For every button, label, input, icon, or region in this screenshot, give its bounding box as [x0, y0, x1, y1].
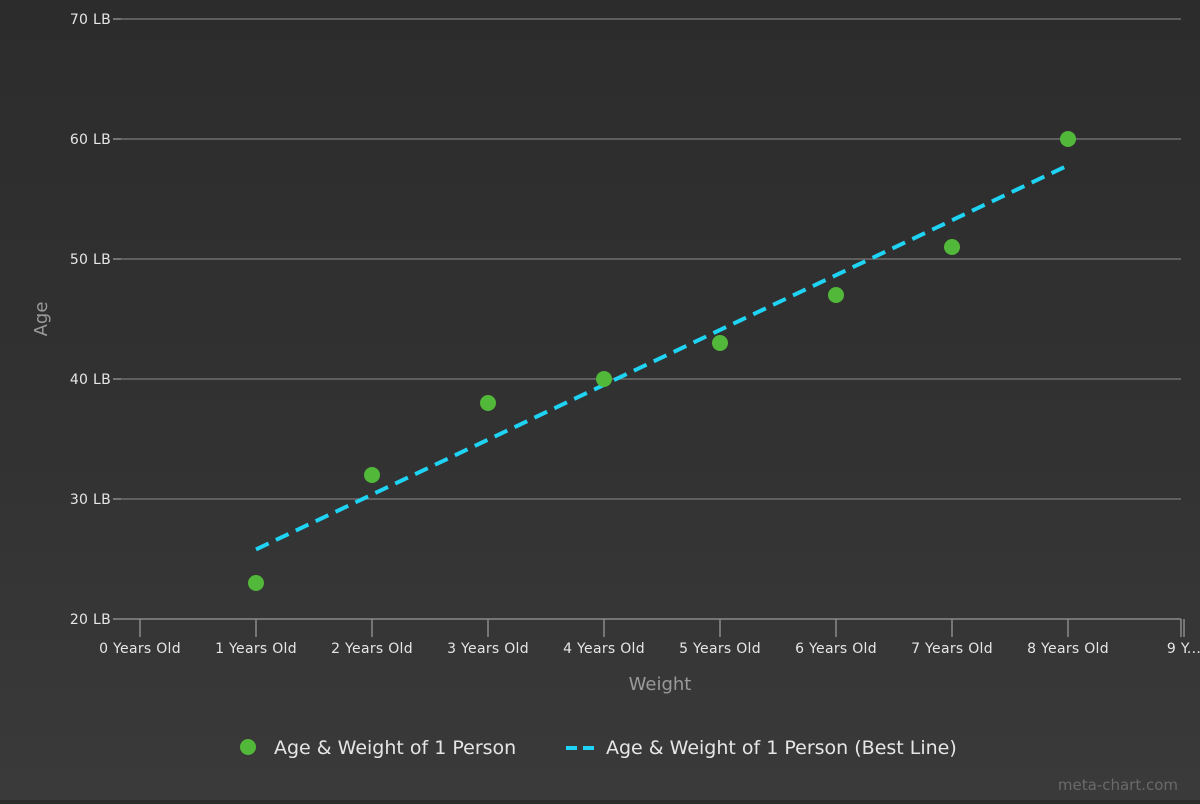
- legend-item-scatter[interactable]: Age & Weight of 1 Person: [240, 737, 516, 759]
- legend-label-best-line: Age & Weight of 1 Person (Best Line): [606, 737, 957, 759]
- x-tick-label: 0 Years Old: [99, 641, 181, 657]
- data-point[interactable]: [712, 335, 728, 351]
- data-point[interactable]: [480, 395, 496, 411]
- x-tick-label: 2 Years Old: [331, 641, 413, 657]
- legend-item-best-line[interactable]: Age & Weight of 1 Person (Best Line): [566, 737, 957, 759]
- x-tick-label: 6 Years Old: [795, 641, 877, 657]
- x-tick-label: 9 Y...: [1167, 641, 1200, 657]
- x-tick-label: 3 Years Old: [447, 641, 529, 657]
- x-axis: [121, 618, 1185, 637]
- legend-label-scatter: Age & Weight of 1 Person: [274, 737, 516, 759]
- plot-area: [248, 131, 1076, 591]
- y-axis-tick-labels: 20 LB 30 LB 40 LB 50 LB 60 LB 70 LB: [70, 12, 111, 628]
- y-tick-label: 50 LB: [70, 252, 111, 268]
- x-tick-label: 7 Years Old: [911, 641, 993, 657]
- data-point[interactable]: [1060, 131, 1076, 147]
- data-point[interactable]: [828, 287, 844, 303]
- x-tick-label: 4 Years Old: [563, 641, 645, 657]
- x-tick-label: 1 Years Old: [215, 641, 297, 657]
- data-point[interactable]: [248, 575, 264, 591]
- data-point[interactable]: [596, 371, 612, 387]
- credit-text[interactable]: meta-chart.com: [1058, 776, 1178, 794]
- y-tick-label: 60 LB: [70, 132, 111, 148]
- legend[interactable]: Age & Weight of 1 Person Age & Weight of…: [240, 737, 957, 759]
- y-tick-label: 70 LB: [70, 12, 111, 28]
- x-tick-label: 5 Years Old: [679, 641, 761, 657]
- y-tick-label: 20 LB: [70, 612, 111, 628]
- data-point[interactable]: [944, 239, 960, 255]
- x-axis-title: Weight: [629, 674, 692, 695]
- best-fit-line: [255, 163, 1069, 552]
- y-tick-label: 30 LB: [70, 492, 111, 508]
- data-point[interactable]: [364, 467, 380, 483]
- x-axis-tick-labels: 0 Years Old 1 Years Old 2 Years Old 3 Years…: [99, 641, 1200, 657]
- y-tick-label: 40 LB: [70, 372, 111, 388]
- legend-marker-dot: [240, 739, 256, 755]
- x-tick-label: 8 Years Old: [1027, 641, 1109, 657]
- gridlines: [113, 18, 1181, 620]
- y-axis-title: Age: [31, 302, 52, 337]
